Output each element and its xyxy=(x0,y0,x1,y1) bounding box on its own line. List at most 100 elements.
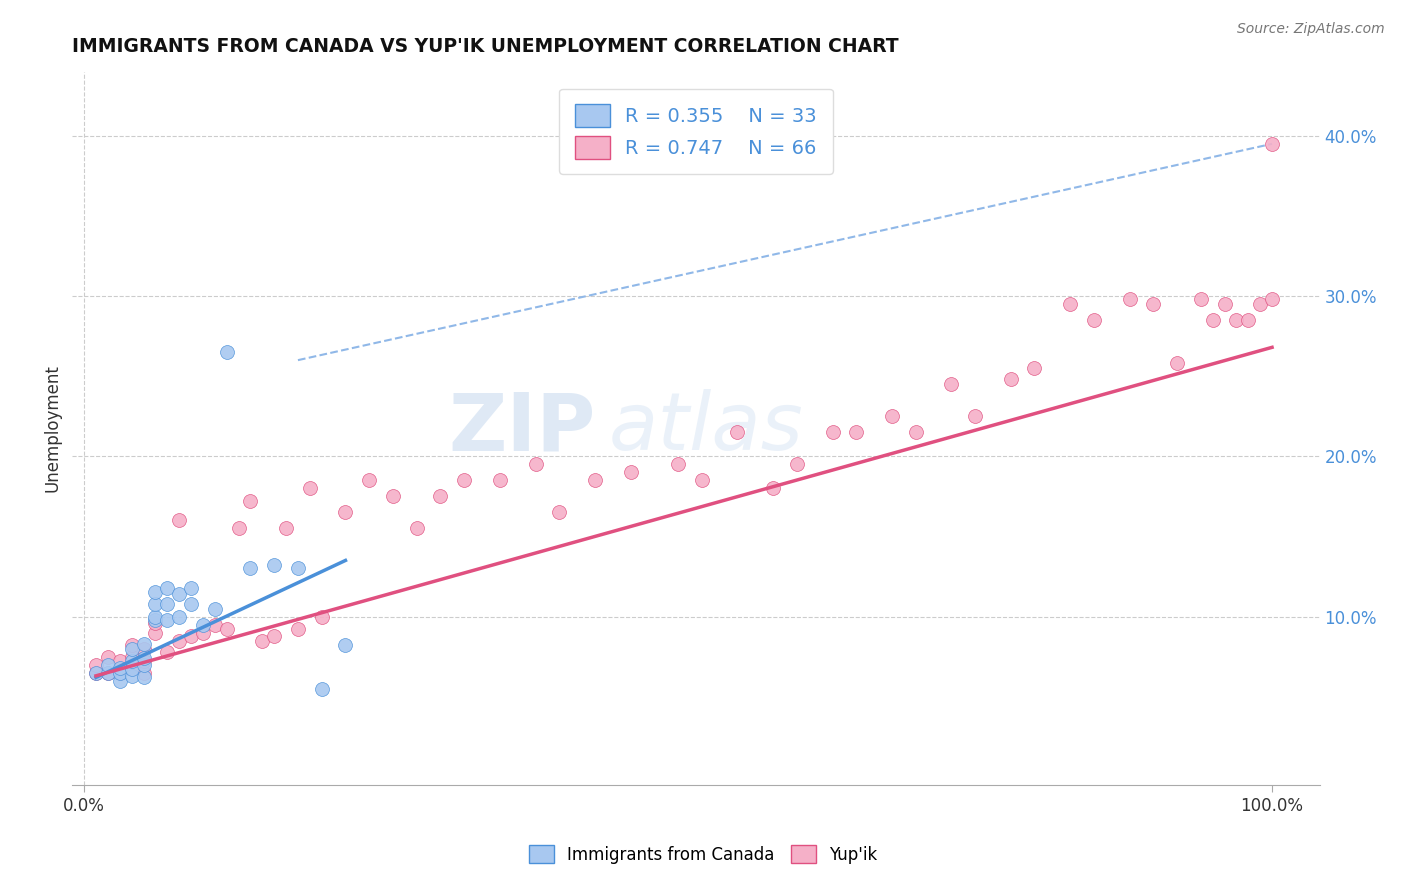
Point xyxy=(97,657,120,672)
Text: ZIP: ZIP xyxy=(449,389,596,467)
Point xyxy=(121,641,143,656)
Point xyxy=(167,587,190,601)
Point xyxy=(619,465,641,479)
Point xyxy=(156,597,179,611)
Point xyxy=(121,649,143,664)
Point xyxy=(274,521,297,535)
Point xyxy=(287,561,309,575)
Legend: R = 0.355    N = 33, R = 0.747    N = 66: R = 0.355 N = 33, R = 0.747 N = 66 xyxy=(560,88,832,174)
Point xyxy=(84,665,107,680)
Point xyxy=(145,625,167,640)
Point xyxy=(180,581,202,595)
Point xyxy=(239,494,262,508)
Point xyxy=(690,473,713,487)
Y-axis label: Unemployment: Unemployment xyxy=(44,364,60,492)
Point xyxy=(287,623,309,637)
Point xyxy=(156,613,179,627)
Point xyxy=(1118,293,1140,307)
Point xyxy=(121,669,143,683)
Point xyxy=(228,521,250,535)
Point xyxy=(156,581,179,595)
Point xyxy=(1237,313,1260,327)
Point xyxy=(108,661,131,675)
Point xyxy=(298,481,321,495)
Point xyxy=(1142,297,1164,311)
Point xyxy=(108,673,131,688)
Point xyxy=(786,458,808,472)
Point xyxy=(904,425,927,440)
Point xyxy=(1213,297,1236,311)
Point xyxy=(132,651,155,665)
Point xyxy=(97,665,120,680)
Point xyxy=(965,409,987,424)
Point xyxy=(845,425,868,440)
Point xyxy=(821,425,844,440)
Point xyxy=(145,615,167,630)
Point xyxy=(1261,293,1284,307)
Point xyxy=(132,657,155,672)
Point xyxy=(145,585,167,599)
Point xyxy=(335,505,357,519)
Point xyxy=(359,473,381,487)
Point xyxy=(1201,313,1223,327)
Point xyxy=(84,657,107,672)
Text: Source: ZipAtlas.com: Source: ZipAtlas.com xyxy=(1237,22,1385,37)
Point xyxy=(727,425,749,440)
Point xyxy=(1166,356,1188,370)
Point xyxy=(121,661,143,675)
Point xyxy=(108,654,131,668)
Point xyxy=(263,629,285,643)
Point xyxy=(167,513,190,527)
Point xyxy=(180,629,202,643)
Point xyxy=(382,489,405,503)
Point xyxy=(311,609,333,624)
Point xyxy=(311,681,333,696)
Point xyxy=(666,458,689,472)
Text: atlas: atlas xyxy=(609,389,803,467)
Point xyxy=(132,665,155,680)
Legend: Immigrants from Canada, Yup'ik: Immigrants from Canada, Yup'ik xyxy=(522,838,884,871)
Point xyxy=(84,665,107,680)
Point xyxy=(405,521,427,535)
Point xyxy=(191,625,214,640)
Point xyxy=(252,633,274,648)
Point xyxy=(108,665,131,680)
Point xyxy=(108,665,131,680)
Point xyxy=(1189,293,1212,307)
Point xyxy=(941,377,963,392)
Point xyxy=(121,662,143,676)
Point xyxy=(132,641,155,656)
Point xyxy=(145,613,167,627)
Point xyxy=(132,654,155,668)
Point xyxy=(489,473,512,487)
Point xyxy=(191,617,214,632)
Point xyxy=(97,649,120,664)
Point xyxy=(167,633,190,648)
Point xyxy=(1083,313,1105,327)
Point xyxy=(145,609,167,624)
Point xyxy=(1059,297,1081,311)
Point xyxy=(880,409,903,424)
Point xyxy=(180,597,202,611)
Point xyxy=(453,473,475,487)
Point xyxy=(335,638,357,652)
Point xyxy=(762,481,785,495)
Point xyxy=(121,638,143,652)
Point xyxy=(215,623,238,637)
Point xyxy=(156,645,179,659)
Point xyxy=(1261,136,1284,151)
Point xyxy=(429,489,451,503)
Point xyxy=(548,505,571,519)
Point xyxy=(1000,372,1022,386)
Point xyxy=(1225,313,1247,327)
Point xyxy=(204,601,226,615)
Point xyxy=(583,473,606,487)
Point xyxy=(121,654,143,668)
Point xyxy=(145,597,167,611)
Point xyxy=(167,609,190,624)
Point xyxy=(524,458,547,472)
Point xyxy=(97,665,120,680)
Point xyxy=(1024,361,1046,376)
Text: IMMIGRANTS FROM CANADA VS YUP'IK UNEMPLOYMENT CORRELATION CHART: IMMIGRANTS FROM CANADA VS YUP'IK UNEMPLO… xyxy=(72,37,898,56)
Point xyxy=(132,637,155,651)
